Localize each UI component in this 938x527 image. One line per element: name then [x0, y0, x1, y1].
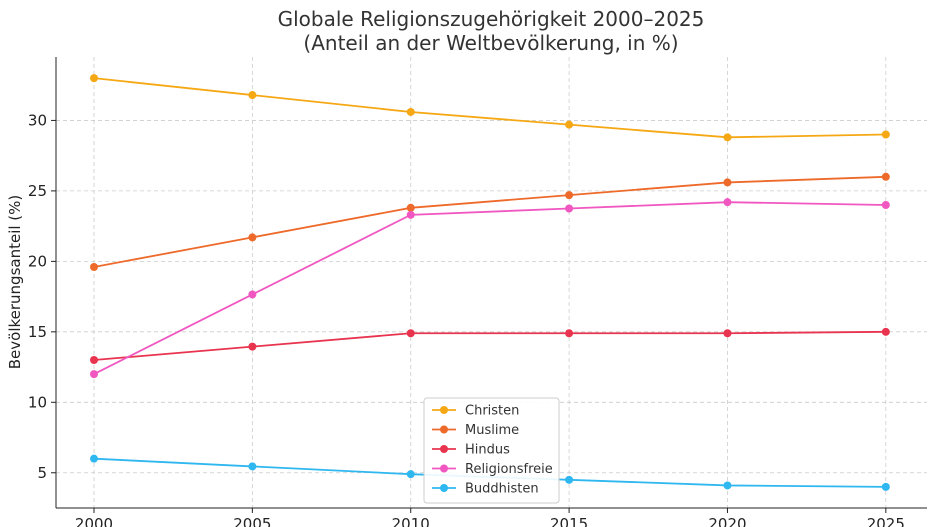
- legend-label: Muslime: [465, 423, 519, 438]
- legend-swatch-marker: [440, 406, 448, 414]
- legend-item-muslime: Muslime: [432, 423, 519, 438]
- data-point-religionsfreie: [90, 370, 99, 379]
- data-point-hindus: [406, 329, 415, 338]
- data-point-muslime: [248, 233, 257, 242]
- data-point-christen: [248, 91, 257, 100]
- data-point-christen: [881, 130, 890, 139]
- data-point-muslime: [723, 178, 732, 187]
- y-axis-label: Bevölkerungsanteil (%): [6, 195, 24, 370]
- x-tick-label: 2025: [867, 515, 905, 527]
- data-point-hindus: [248, 342, 257, 351]
- x-tick-label: 2010: [392, 515, 430, 527]
- x-tick-label: 2015: [550, 515, 588, 527]
- y-tick-label: 20: [28, 252, 47, 270]
- series-line-religionsfreie: [93, 201, 886, 375]
- data-point-christen: [565, 120, 574, 129]
- x-tick-label: 2005: [233, 515, 271, 527]
- data-point-christen: [90, 74, 99, 83]
- data-point-religionsfreie: [248, 290, 257, 299]
- data-point-religionsfreie: [723, 198, 732, 207]
- legend-label: Christen: [465, 404, 519, 419]
- y-tick-label: 30: [28, 111, 47, 129]
- data-point-hindus: [881, 327, 890, 336]
- series-religionsfreie: [90, 198, 890, 379]
- data-point-muslime: [90, 262, 99, 271]
- chart-title-line2: (Anteil an der Weltbevölkerung, in %): [303, 31, 678, 55]
- legend-label: Hindus: [465, 443, 510, 458]
- legend: Christen Muslime Hindus Religionsfreie Buddh…: [423, 397, 560, 504]
- series-line-hindus: [93, 330, 886, 361]
- y-tick-label: 10: [28, 393, 47, 411]
- legend-item-hindus: Hindus: [432, 443, 510, 458]
- legend-swatch-marker: [440, 445, 448, 453]
- x-tick-label: 2000: [75, 515, 113, 527]
- legend-frame: [423, 397, 560, 504]
- data-point-buddhisten: [565, 475, 574, 484]
- legend-label: Buddhisten: [465, 482, 539, 497]
- data-point-christen: [406, 107, 415, 116]
- legend-swatch-marker: [440, 464, 448, 473]
- legend-swatch-marker: [440, 425, 448, 434]
- legend-swatch-marker: [440, 484, 448, 492]
- legend-item-christen: Christen: [432, 404, 519, 419]
- data-point-muslime: [406, 203, 415, 212]
- series-line-muslime: [93, 175, 886, 268]
- data-point-buddhisten: [406, 470, 415, 479]
- data-point-religionsfreie: [565, 204, 574, 213]
- data-point-christen: [723, 133, 732, 142]
- data-point-buddhisten: [881, 482, 890, 491]
- data-point-religionsfreie: [406, 210, 415, 219]
- x-tick-label: 2020: [708, 515, 746, 527]
- data-point-hindus: [723, 329, 732, 338]
- series-hindus: [90, 327, 890, 365]
- data-point-hindus: [565, 329, 574, 338]
- data-point-buddhisten: [90, 454, 99, 463]
- legend-item-religionsfreie: Religionsfreie: [432, 462, 553, 477]
- data-point-religionsfreie: [881, 200, 890, 209]
- chart-title-line1: Globale Religionszugehörigkeit 2000–2025: [278, 7, 705, 31]
- data-point-muslime: [565, 191, 574, 200]
- data-point-buddhisten: [248, 462, 257, 471]
- y-tick-label: 5: [37, 464, 47, 482]
- series-line-christen: [93, 77, 886, 139]
- data-point-muslime: [881, 172, 890, 181]
- legend-label: Religionsfreie: [465, 462, 553, 477]
- data-point-buddhisten: [723, 481, 732, 490]
- series-muslime: [90, 172, 890, 271]
- y-tick-label: 15: [28, 323, 47, 341]
- legend-item-buddhisten: Buddhisten: [432, 482, 539, 497]
- data-point-hindus: [90, 356, 99, 365]
- y-tick-label: 25: [28, 182, 47, 200]
- series-christen: [90, 74, 890, 142]
